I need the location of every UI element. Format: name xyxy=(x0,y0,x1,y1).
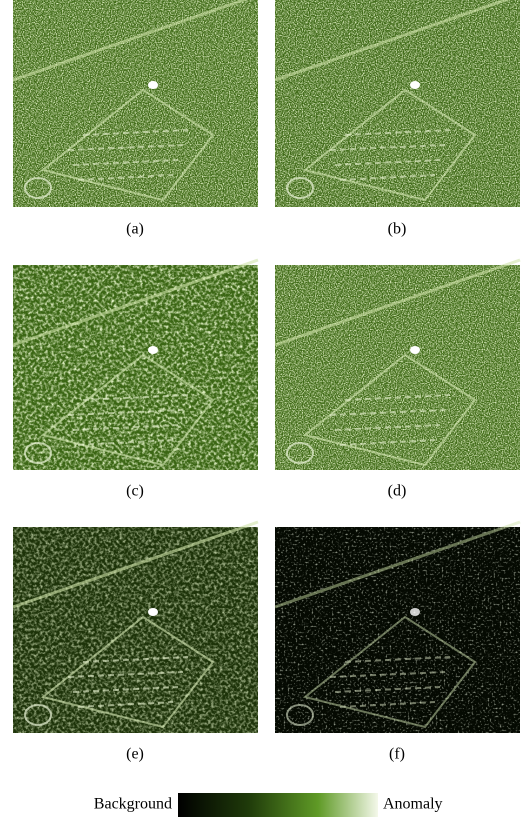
image-texture xyxy=(13,0,258,207)
panel-a: (a) xyxy=(13,0,258,238)
panel-label: (a) xyxy=(126,221,144,238)
panel-label: (c) xyxy=(126,483,144,500)
image-texture xyxy=(275,265,520,470)
panel-label: (b) xyxy=(388,221,407,238)
image-texture xyxy=(13,527,258,733)
panel-c: (c) xyxy=(13,260,258,500)
image-texture xyxy=(13,265,258,470)
colorbar-gradient xyxy=(178,793,378,817)
panel-f: (f) xyxy=(275,522,520,763)
panel-e: (e) xyxy=(13,522,258,763)
panel-label: (f) xyxy=(389,746,405,763)
colorbar-low-label: Background xyxy=(94,796,172,813)
colorbar-high-label: Anomaly xyxy=(383,796,443,813)
panel-label: (d) xyxy=(388,483,407,500)
panel-d: (d) xyxy=(275,260,520,500)
image-texture xyxy=(275,0,520,207)
image-texture xyxy=(275,527,520,733)
panel-b: (b) xyxy=(275,0,520,238)
colorbar: Background Anomaly xyxy=(94,793,443,817)
panel-label: (e) xyxy=(126,746,144,763)
figure: (a) (b) (c) (d) (e) (f) Background Anoma… xyxy=(0,0,529,821)
